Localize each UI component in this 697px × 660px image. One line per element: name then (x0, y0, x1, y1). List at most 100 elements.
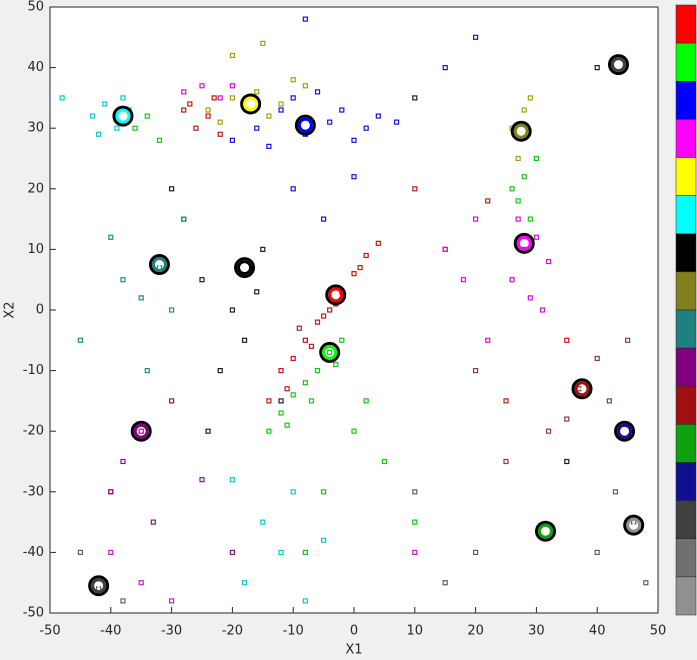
centroid-ring (322, 344, 338, 360)
centroid-dot (616, 63, 620, 67)
centroid (240, 93, 262, 115)
point (278, 107, 284, 113)
point (278, 368, 284, 374)
point (290, 77, 296, 83)
point (533, 155, 540, 162)
centroid (571, 378, 593, 400)
centroid-dot (623, 429, 627, 433)
colorbar-swatch (675, 4, 697, 44)
point (375, 240, 381, 246)
point (217, 368, 223, 374)
point (515, 155, 521, 162)
y-axis-label: X2 (3, 301, 18, 318)
point (302, 380, 308, 386)
centroid (623, 514, 645, 536)
centroid (607, 54, 629, 76)
point (241, 337, 248, 343)
colorbar-swatch (675, 424, 697, 463)
point (144, 113, 150, 119)
y-tick-label: 0 (36, 303, 44, 318)
y-tick-label: 20 (27, 181, 44, 196)
point (485, 198, 491, 204)
y-tick-label: -10 (23, 363, 44, 378)
point (503, 398, 509, 404)
point (473, 549, 479, 556)
point (375, 113, 381, 119)
point (545, 258, 552, 265)
colorbar-swatch (675, 386, 697, 425)
point (612, 489, 619, 495)
centroid-ring (243, 96, 259, 112)
point (539, 307, 546, 313)
point (509, 277, 515, 283)
y-tick-label: -50 (23, 606, 44, 621)
point (278, 410, 284, 416)
point (594, 355, 600, 362)
point (169, 598, 175, 604)
x-tick-label: -20 (222, 624, 243, 639)
centroid-dot (303, 123, 307, 127)
x-tick-label: 10 (407, 624, 424, 639)
point (333, 361, 339, 368)
point (351, 174, 357, 180)
centroid-ring (538, 523, 554, 539)
point (412, 489, 418, 495)
colorbar-swatch (675, 42, 697, 82)
colorbar-swatch (675, 233, 697, 273)
x-axis-label: X1 (345, 643, 362, 658)
point (314, 368, 321, 374)
centroid-ring (574, 381, 590, 397)
point (169, 186, 175, 192)
point (296, 325, 302, 331)
point (564, 416, 570, 422)
point (473, 368, 479, 374)
point (260, 519, 266, 525)
colorbar-swatch (675, 195, 697, 234)
colorbar-swatch (675, 157, 697, 196)
point (284, 422, 290, 428)
point (314, 319, 321, 325)
point (278, 549, 284, 556)
point (473, 216, 479, 222)
x-tick-label: -50 (39, 624, 60, 639)
point (643, 580, 649, 586)
point (442, 64, 448, 71)
centroid (513, 232, 535, 254)
point (205, 428, 211, 434)
point (278, 398, 284, 404)
point (229, 137, 235, 143)
centroid-dot (519, 129, 523, 133)
point (302, 549, 308, 556)
centroid (234, 257, 256, 279)
centroid-ring (297, 117, 313, 133)
point (205, 107, 211, 113)
centroid-dot (580, 387, 584, 391)
point (169, 398, 175, 404)
x-tick-label: 40 (589, 624, 606, 639)
y-tick-label: 50 (27, 0, 44, 15)
point (260, 246, 266, 252)
point (266, 398, 272, 404)
colorbar-swatch (675, 462, 697, 501)
point (521, 174, 527, 180)
centroid-ring (610, 57, 626, 73)
point (302, 337, 308, 343)
point (357, 264, 363, 271)
point (278, 101, 284, 107)
point (205, 113, 211, 119)
point (120, 95, 126, 101)
point (266, 113, 272, 119)
point (77, 549, 84, 556)
y-tick-label: 30 (27, 121, 44, 136)
y-tick-label: -40 (23, 545, 44, 560)
x-tick-label: -30 (161, 624, 182, 639)
centroid-ring (513, 123, 529, 139)
point (199, 277, 205, 283)
point (351, 271, 357, 277)
point (564, 458, 570, 465)
point (120, 598, 126, 604)
colorbar-swatch (675, 347, 697, 387)
point (290, 186, 296, 192)
point (594, 64, 600, 71)
y-tick-label: -30 (23, 484, 44, 499)
